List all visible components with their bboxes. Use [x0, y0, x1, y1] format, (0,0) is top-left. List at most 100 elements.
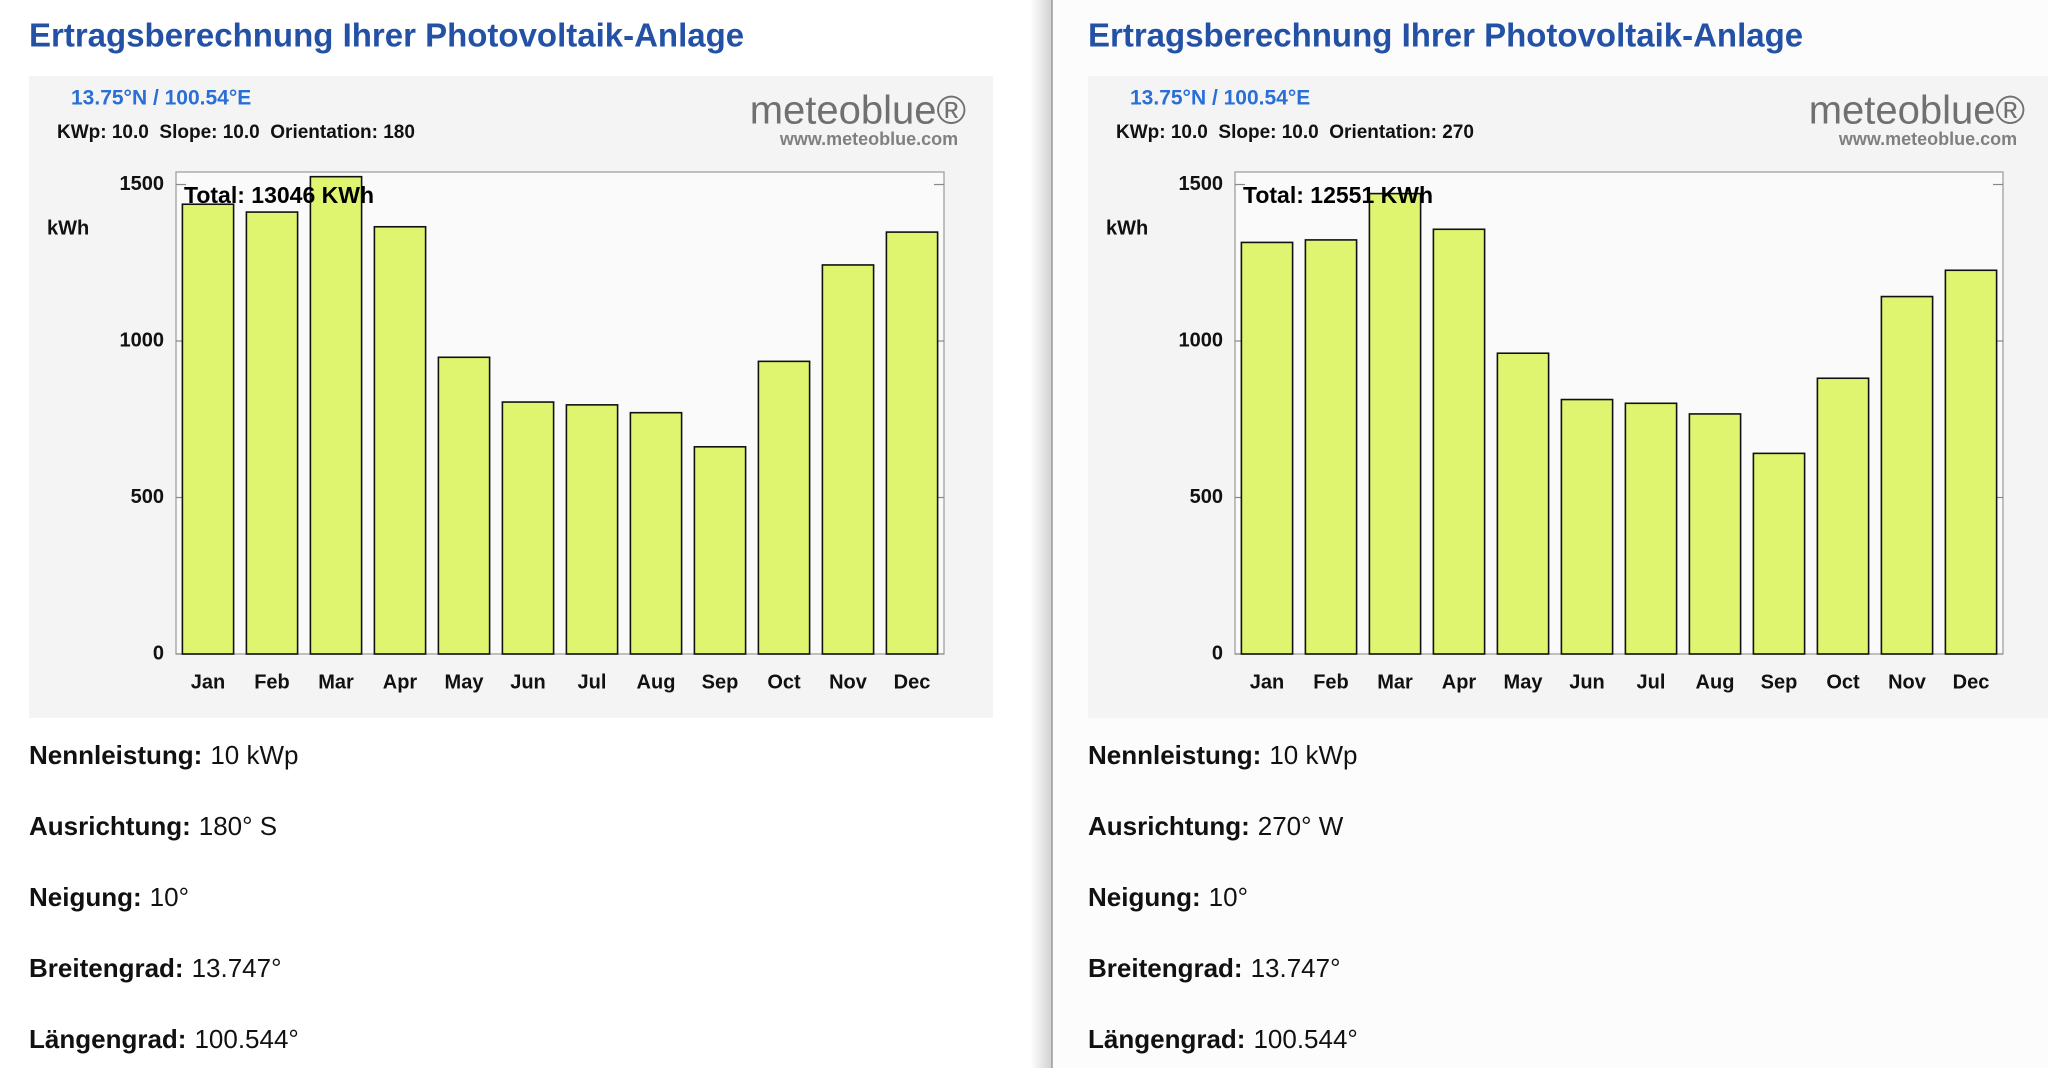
- y-tick-label: 0: [1212, 642, 1223, 664]
- bar: [1944, 269, 1998, 655]
- parameters: KWp: 10.0 Slope: 10.0 Orientation: 270: [1116, 122, 1474, 143]
- bar: [1688, 413, 1742, 655]
- detail-value: 10°: [1209, 882, 1248, 912]
- detail-label: Längengrad:: [1088, 1024, 1245, 1054]
- x-tick-label: Aug: [1696, 671, 1735, 693]
- detail-value: 180° S: [199, 811, 277, 841]
- detail-row: Nennleistung: 10 kWp: [29, 740, 299, 770]
- bar: [1624, 402, 1678, 655]
- logo: meteoblue®: [750, 89, 966, 133]
- detail-row: Nennleistung: 10 kWp: [1088, 740, 1358, 770]
- chart: 13.75°N / 100.54°E KWp: 10.0 Slope: 10.0 …: [1088, 76, 2048, 718]
- x-tick-label: Oct: [1826, 671, 1860, 693]
- x-tick-label: Aug: [637, 671, 676, 693]
- detail-value: 10 kWp: [210, 740, 298, 770]
- annotation: Total: 12551 KWh: [1243, 182, 1433, 208]
- y-tick-label: 0: [153, 642, 164, 664]
- detail-row: Ausrichtung: 270° W: [1088, 811, 1344, 841]
- detail-row: Neigung: 10°: [29, 882, 189, 912]
- x-tick-label: Jan: [191, 671, 225, 693]
- parameters: KWp: 10.0 Slope: 10.0 Orientation: 180: [57, 122, 415, 143]
- detail-value: 270° W: [1258, 811, 1344, 841]
- x-tick-label: Jul: [578, 671, 607, 693]
- bar: [1816, 377, 1870, 655]
- x-tick-label: Sep: [702, 671, 739, 693]
- chart: 13.75°N / 100.54°E KWp: 10.0 Slope: 10.0 …: [29, 76, 993, 718]
- x-tick-label: May: [445, 671, 485, 693]
- bar: [309, 175, 363, 655]
- bar: [1560, 398, 1614, 655]
- x-tick-label: Jun: [1569, 671, 1605, 693]
- detail-value: 100.544°: [194, 1024, 298, 1054]
- bar: [1496, 352, 1550, 655]
- y-axis-label: kWh: [1106, 217, 1148, 239]
- bar: [1240, 241, 1294, 655]
- bar: [1368, 192, 1422, 655]
- coordinates: 13.75°N / 100.54°E: [1130, 87, 1310, 110]
- logo-url: www.meteoblue.com: [1838, 129, 2017, 149]
- detail-row: Längengrad: 100.544°: [29, 1024, 299, 1054]
- detail-label: Breitengrad:: [29, 953, 184, 983]
- detail-value: 10 kWp: [1269, 740, 1357, 770]
- panel: Ertragsberechnung Ihrer Photovoltaik-Anl…: [29, 17, 744, 1054]
- detail-label: Nennleistung:: [1088, 740, 1261, 770]
- y-tick-label: 1500: [120, 173, 165, 195]
- bar: [501, 401, 555, 655]
- x-tick-label: Jul: [1637, 671, 1666, 693]
- x-tick-label: Mar: [318, 671, 354, 693]
- bar: [245, 211, 299, 655]
- x-tick-label: Dec: [894, 671, 931, 693]
- bar: [885, 231, 939, 655]
- bar: [1304, 239, 1358, 655]
- bar: [757, 360, 811, 655]
- plot-area: [1234, 171, 2004, 655]
- x-tick-label: Nov: [829, 671, 868, 693]
- bar: [373, 225, 427, 655]
- detail-label: Nennleistung:: [29, 740, 202, 770]
- detail-label: Ausrichtung:: [29, 811, 191, 841]
- y-tick-label: 1000: [1179, 329, 1224, 351]
- page-heading: Ertragsberechnung Ihrer Photovoltaik-Anl…: [1088, 17, 1803, 54]
- bar: [181, 203, 235, 655]
- bar: [629, 411, 683, 655]
- detail-row: Neigung: 10°: [1088, 882, 1248, 912]
- bar: [1432, 228, 1486, 655]
- bar: [1752, 452, 1806, 655]
- detail-value: 13.747°: [1251, 953, 1341, 983]
- bar: [565, 404, 619, 655]
- page-heading: Ertragsberechnung Ihrer Photovoltaik-Anl…: [29, 17, 744, 54]
- detail-label: Neigung:: [29, 882, 142, 912]
- detail-value: 13.747°: [192, 953, 282, 983]
- detail-label: Breitengrad:: [1088, 953, 1243, 983]
- bar: [437, 356, 491, 655]
- logo: meteoblue®: [1809, 89, 2025, 133]
- detail-row: Längengrad: 100.544°: [1088, 1024, 1358, 1054]
- detail-value: 10°: [150, 882, 189, 912]
- detail-row: Breitengrad: 13.747°: [1088, 953, 1341, 983]
- coordinates: 13.75°N / 100.54°E: [71, 87, 251, 110]
- x-tick-label: Nov: [1888, 671, 1927, 693]
- y-tick-label: 500: [1190, 486, 1223, 508]
- x-tick-label: Jan: [1250, 671, 1284, 693]
- y-axis-label: kWh: [47, 217, 89, 239]
- panel: Ertragsberechnung Ihrer Photovoltaik-Anl…: [1088, 17, 1803, 1054]
- x-tick-label: Feb: [254, 671, 290, 693]
- y-tick-label: 1000: [120, 329, 165, 351]
- bar: [821, 264, 875, 655]
- y-tick-label: 1500: [1179, 173, 1224, 195]
- annotation: Total: 13046 KWh: [184, 182, 374, 208]
- x-tick-label: Mar: [1377, 671, 1413, 693]
- detail-label: Längengrad:: [29, 1024, 186, 1054]
- x-tick-label: Feb: [1313, 671, 1349, 693]
- x-tick-label: May: [1504, 671, 1544, 693]
- x-tick-label: Dec: [1953, 671, 1990, 693]
- detail-label: Neigung:: [1088, 882, 1201, 912]
- plot-area: [175, 171, 945, 655]
- logo-url: www.meteoblue.com: [779, 129, 958, 149]
- x-tick-label: Jun: [510, 671, 546, 693]
- detail-row: Breitengrad: 13.747°: [29, 953, 282, 983]
- x-tick-label: Sep: [1761, 671, 1798, 693]
- detail-label: Ausrichtung:: [1088, 811, 1250, 841]
